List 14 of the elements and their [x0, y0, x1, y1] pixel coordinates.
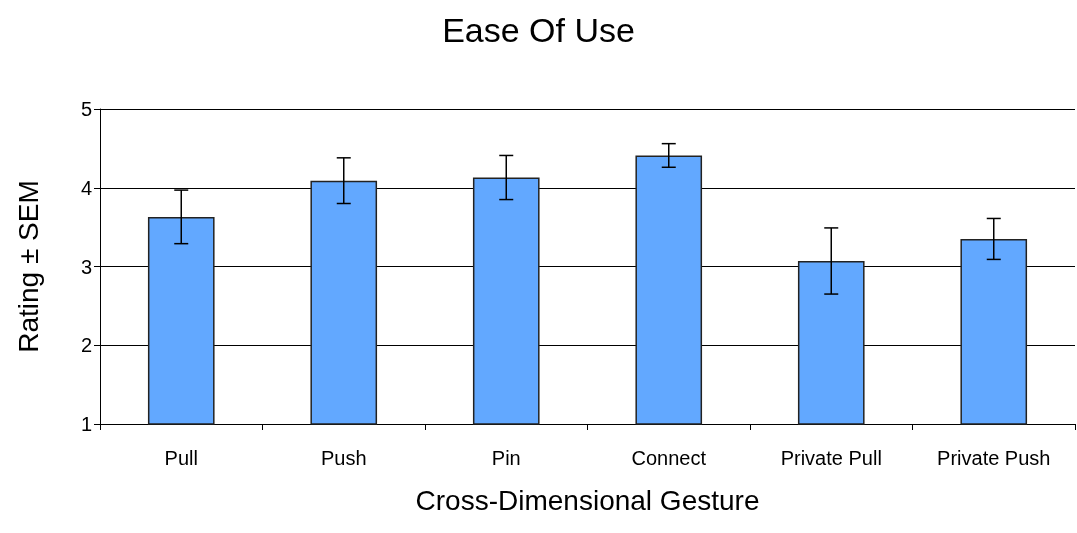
x-tick-label: Pin — [491, 447, 521, 469]
x-tick-label: Pull — [164, 447, 198, 469]
y-tick-label: 5 — [80, 98, 92, 120]
y-tick-label: 4 — [80, 176, 92, 199]
y-tick-label: 1 — [80, 413, 92, 435]
x-axis-title: Cross-Dimensional Gesture — [415, 484, 760, 516]
chart-title: Ease Of Use — [442, 11, 635, 49]
y-tick-label: 3 — [80, 255, 92, 278]
x-tick-label: Private Pull — [780, 447, 882, 469]
y-tick-label: 2 — [80, 334, 92, 357]
x-tick-label: Push — [320, 447, 367, 469]
x-tick-label: Connect — [631, 447, 707, 469]
x-tick-label: Private Push — [937, 447, 1051, 469]
y-axis-title: Rating ± SEM — [12, 180, 44, 353]
